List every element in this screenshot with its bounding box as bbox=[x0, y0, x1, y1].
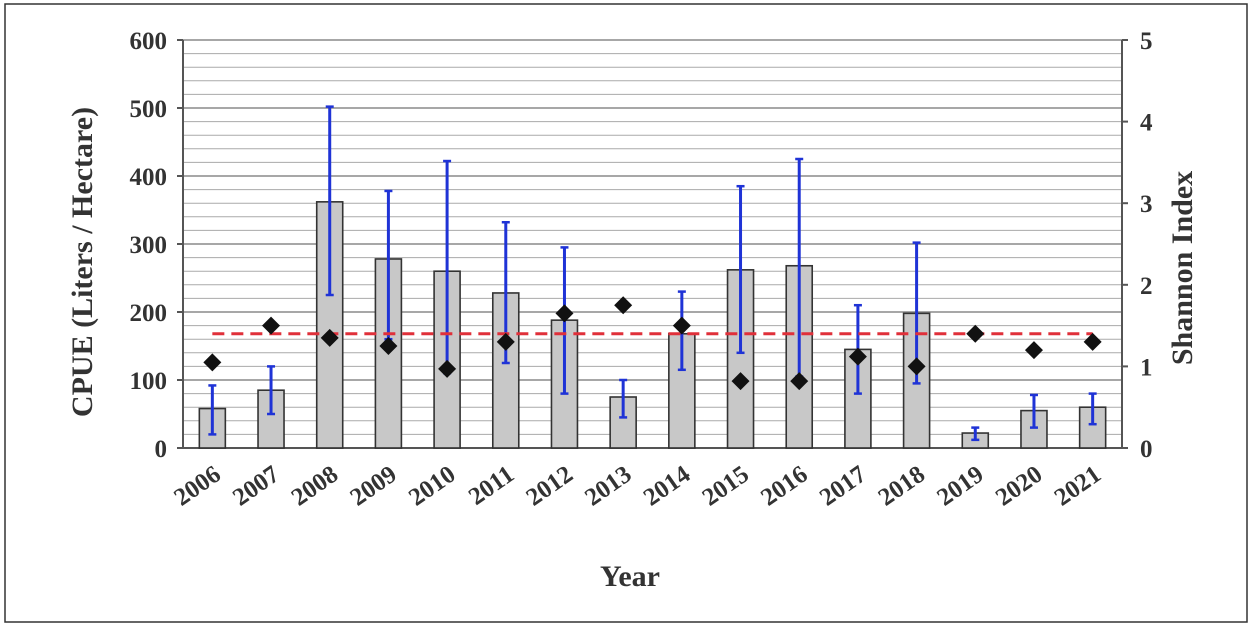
y-tick-label: 300 bbox=[130, 232, 168, 259]
y2-axis-title: Shannon Index bbox=[1166, 171, 1199, 365]
y-tick-label: 500 bbox=[130, 96, 168, 123]
shannon-point-2016 bbox=[790, 372, 809, 391]
shannon-point-2015 bbox=[731, 372, 750, 391]
left-y-tick-labels: 0 100 200 300 400 500 600 bbox=[130, 28, 183, 463]
y2-tick-label: 4 bbox=[1140, 110, 1153, 137]
shannon-point-2018 bbox=[907, 357, 926, 376]
figure-border bbox=[4, 3, 1248, 623]
y2-tick-label: 2 bbox=[1140, 273, 1153, 300]
shannon-point-2008 bbox=[320, 328, 339, 347]
y-tick-label: 200 bbox=[130, 300, 168, 327]
y-tick-label: 100 bbox=[130, 368, 168, 395]
error-bar-series bbox=[208, 105, 1097, 442]
shannon-point-2014 bbox=[672, 316, 691, 335]
shannon-point-2009 bbox=[379, 337, 398, 355]
shannon-point-2013 bbox=[614, 296, 633, 315]
x-axis-title: Year bbox=[600, 560, 660, 593]
y-axis-title: CPUE (Liters / Hectare) bbox=[66, 107, 99, 417]
shannon-point-2019 bbox=[966, 324, 985, 343]
shannon-point-series bbox=[203, 296, 1102, 391]
shannon-point-2020 bbox=[1024, 341, 1043, 360]
shannon-point-2017 bbox=[848, 347, 867, 366]
y-tick-label: 600 bbox=[130, 28, 168, 55]
y2-tick-label: 5 bbox=[1140, 28, 1153, 55]
shannon-point-2011 bbox=[496, 332, 515, 351]
shannon-point-2012 bbox=[555, 304, 574, 323]
shannon-point-2021 bbox=[1083, 332, 1102, 351]
shannon-point-2010 bbox=[438, 359, 457, 378]
right-y-tick-labels: 0 1 2 3 4 5 bbox=[1122, 28, 1153, 463]
shannon-point-2007 bbox=[262, 316, 281, 335]
shannon-point-2006 bbox=[203, 353, 222, 372]
y2-tick-label: 0 bbox=[1140, 436, 1153, 463]
y2-tick-label: 3 bbox=[1140, 191, 1153, 218]
y-tick-label: 0 bbox=[155, 436, 168, 463]
y-tick-label: 400 bbox=[130, 164, 168, 191]
y2-tick-label: 1 bbox=[1140, 354, 1153, 381]
